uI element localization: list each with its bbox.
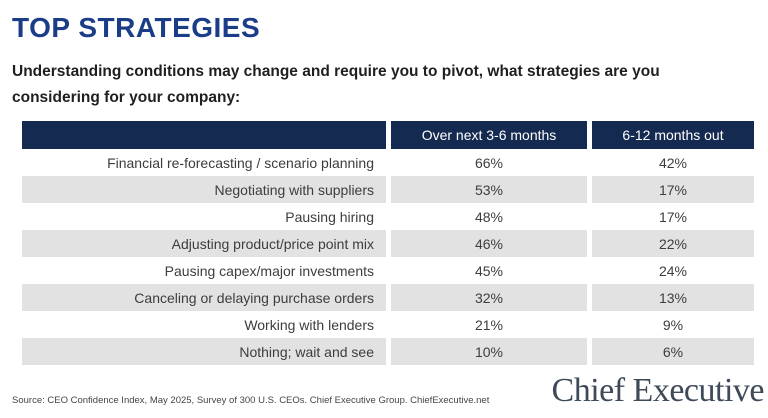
row-value-6-12: 42%: [592, 149, 754, 176]
row-label: Pausing hiring: [22, 203, 386, 230]
column-header-6-12-months: 6-12 months out: [592, 121, 754, 149]
row-value-3-6: 10%: [391, 338, 587, 365]
table-row: Pausing hiring 48% 17%: [22, 203, 755, 230]
header-empty-cell: [22, 121, 386, 149]
row-value-3-6: 45%: [391, 257, 587, 284]
table-header-row: Over next 3-6 months 6-12 months out: [22, 121, 755, 149]
strategies-table: Over next 3-6 months 6-12 months out Fin…: [22, 121, 755, 365]
table-row: Canceling or delaying purchase orders 32…: [22, 284, 755, 311]
table-row: Working with lenders 21% 9%: [22, 311, 755, 338]
row-value-6-12: 17%: [592, 176, 754, 203]
row-value-6-12: 9%: [592, 311, 754, 338]
row-label: Negotiating with suppliers: [22, 176, 386, 203]
page-title: TOP STRATEGIES: [12, 12, 261, 43]
source-note: Source: CEO Confidence Index, May 2025, …: [12, 395, 490, 406]
row-value-6-12: 6%: [592, 338, 754, 365]
row-value-6-12: 24%: [592, 257, 754, 284]
row-value-6-12: 13%: [592, 284, 754, 311]
row-value-3-6: 66%: [391, 149, 587, 176]
row-value-6-12: 17%: [592, 203, 754, 230]
row-value-6-12: 22%: [592, 230, 754, 257]
row-value-3-6: 46%: [391, 230, 587, 257]
subtitle: Understanding conditions may change and …: [12, 63, 660, 106]
row-value-3-6: 48%: [391, 203, 587, 230]
table-row: Adjusting product/price point mix 46% 22…: [22, 230, 755, 257]
table-body: Financial re-forecasting / scenario plan…: [22, 149, 755, 365]
chief-executive-logo: Chief Executive: [551, 372, 765, 409]
row-value-3-6: 21%: [391, 311, 587, 338]
row-label: Nothing; wait and see: [22, 338, 386, 365]
row-label: Adjusting product/price point mix: [22, 230, 386, 257]
row-value-3-6: 32%: [391, 284, 587, 311]
table-row: Negotiating with suppliers 53% 17%: [22, 176, 755, 203]
table-row: Pausing capex/major investments 45% 24%: [22, 257, 755, 284]
row-label: Pausing capex/major investments: [22, 257, 386, 284]
row-label: Financial re-forecasting / scenario plan…: [22, 149, 386, 176]
row-label: Working with lenders: [22, 311, 386, 338]
table-row: Financial re-forecasting / scenario plan…: [22, 149, 755, 176]
row-value-3-6: 53%: [391, 176, 587, 203]
table-row: Nothing; wait and see 10% 6%: [22, 338, 755, 365]
column-header-3-6-months: Over next 3-6 months: [391, 121, 587, 149]
row-label: Canceling or delaying purchase orders: [22, 284, 386, 311]
